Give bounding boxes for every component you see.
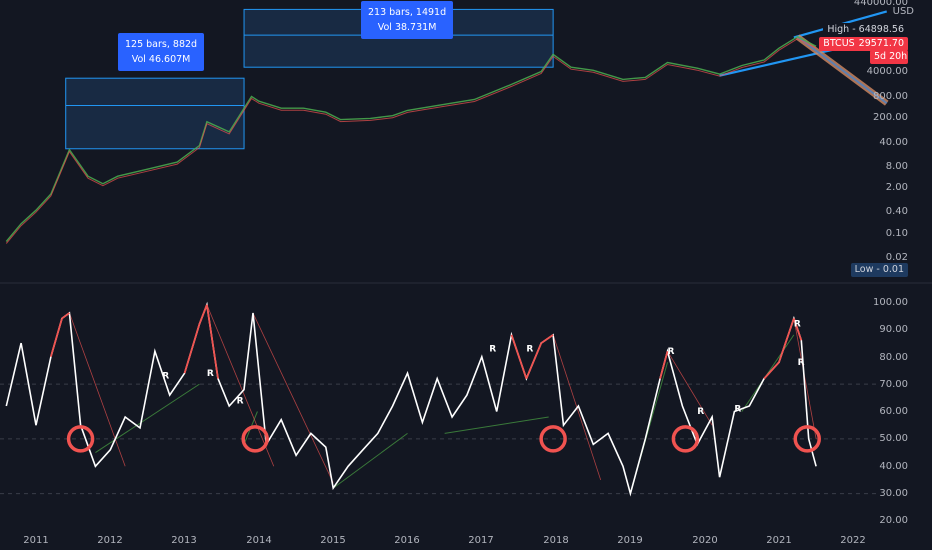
symbol-tag: BTCUSD: [819, 37, 866, 51]
time-tick: 2014: [246, 535, 272, 546]
rsi-tick: 40.00: [879, 461, 908, 472]
r-marker: R: [207, 369, 214, 379]
low-tag: Low - 0.01: [850, 263, 908, 277]
time-tick: 2011: [23, 535, 49, 546]
measure-label-2[interactable]: 213 bars, 1491d Vol 38.731M: [361, 1, 454, 39]
price-series-line: [5, 35, 817, 242]
rsi-overbought-segment: [525, 342, 543, 379]
rsi-tick: 20.00: [879, 515, 908, 526]
measure-bars-1: 125 bars, 882d: [125, 39, 198, 50]
rsi-tick: 30.00: [879, 488, 908, 499]
rsi-overbought-segment: [763, 361, 780, 380]
rsi-highlight-circle: [66, 425, 95, 453]
price-axis-top-tick: 440000.00: [853, 0, 908, 8]
measure-vol-2: Vol 38.731M: [377, 22, 437, 33]
measure-label-1[interactable]: 125 bars, 882d Vol 46.607M: [118, 33, 205, 71]
price-series-shadow: [5, 38, 817, 244]
rsi-overbought-segment: [540, 334, 554, 344]
r-marker: R: [734, 405, 741, 415]
price-tick: 800.00: [873, 91, 908, 102]
r-marker: R: [798, 358, 805, 368]
rsi-tick: 50.00: [879, 433, 908, 444]
r-marker: R: [162, 372, 169, 382]
rsi-overbought-segment: [510, 334, 528, 379]
time-tick: 2022: [840, 535, 866, 546]
price-tick: 2.00: [885, 182, 908, 193]
trend-channel-down-core: [796, 36, 888, 104]
rsi-resistance-line: [252, 312, 334, 483]
price-tick: 0.40: [885, 206, 908, 217]
measure-bars-2: 213 bars, 1491d: [368, 7, 447, 18]
r-marker: R: [526, 344, 533, 354]
measure-vol-1: Vol 46.607M: [131, 54, 191, 65]
time-tick: 2016: [394, 535, 420, 546]
price-tick: 0.02: [885, 252, 908, 263]
price-tick: 8.00: [885, 161, 908, 172]
rsi-overbought-segment: [49, 318, 63, 358]
countdown-tag: 5d 20h: [870, 50, 908, 64]
high-tag: High - 64898.56: [823, 23, 908, 37]
r-marker: R: [668, 347, 675, 357]
rsi-support-line: [95, 383, 200, 453]
rsi-resistance-line: [793, 318, 817, 439]
time-tick: 2019: [617, 535, 643, 546]
rsi-overbought-segment: [198, 304, 208, 325]
rsi-overbought-segment: [659, 351, 669, 379]
time-tick: 2020: [692, 535, 718, 546]
rsi-highlight-circle: [241, 425, 269, 453]
time-tick: 2015: [320, 535, 346, 546]
rsi-series-line: [5, 301, 817, 497]
rsi-resistance-line: [667, 351, 713, 426]
price-tag: 29571.70: [854, 37, 908, 51]
rsi-overbought-segment: [183, 323, 201, 374]
rsi-tick: 100.00: [873, 297, 908, 308]
time-tick: 2018: [543, 535, 569, 546]
time-tick: 2012: [97, 535, 123, 546]
r-marker: R: [489, 344, 496, 354]
price-tick: 4000.00: [866, 66, 908, 77]
rsi-tick: 80.00: [879, 352, 908, 363]
measure-box-1: [65, 77, 245, 150]
rsi-resistance-line: [206, 304, 275, 467]
rsi-highlight-circle: [671, 425, 700, 453]
r-marker: R: [794, 320, 801, 330]
r-marker: R: [697, 407, 704, 417]
rsi-highlight-circle: [793, 425, 821, 453]
time-tick: 2017: [468, 535, 494, 546]
rsi-overbought-segment: [206, 304, 219, 379]
price-tick: 200.00: [873, 112, 908, 123]
rsi-overbought-segment: [793, 318, 803, 341]
rsi-overbought-segment: [61, 312, 70, 320]
price-tick: 0.10: [885, 228, 908, 239]
rsi-support-line: [444, 416, 549, 434]
rsi-resistance-line: [69, 312, 126, 467]
rsi-tick: 70.00: [879, 379, 908, 390]
rsi-support-line: [332, 432, 408, 489]
rsi-support-line: [741, 334, 795, 412]
r-marker: R: [237, 396, 244, 406]
time-tick: 2013: [171, 535, 197, 546]
rsi-tick: 60.00: [879, 406, 908, 417]
rsi-overbought-segment: [778, 318, 795, 363]
time-tick: 2021: [766, 535, 792, 546]
currency-label: USD: [892, 6, 914, 17]
price-tick: 40.00: [879, 137, 908, 148]
rsi-tick: 90.00: [879, 324, 908, 335]
rsi-highlight-circle: [539, 425, 567, 453]
